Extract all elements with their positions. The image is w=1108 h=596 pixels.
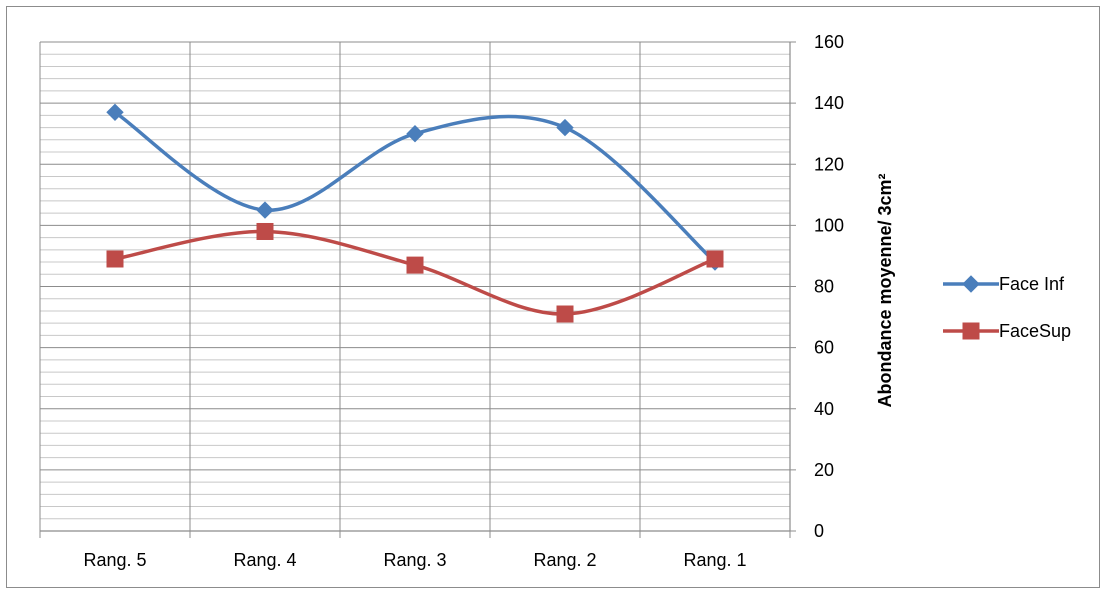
square-marker bbox=[706, 250, 724, 268]
y-tick-label: 20 bbox=[814, 460, 834, 480]
x-tick-label: Rang. 2 bbox=[533, 550, 596, 570]
square-marker bbox=[556, 305, 574, 323]
minor-gridlines bbox=[40, 53, 790, 520]
x-tick-label: Rang. 3 bbox=[383, 550, 446, 570]
y-tick-label: 60 bbox=[814, 338, 834, 358]
y-tick-label: 100 bbox=[814, 215, 844, 235]
legend-diamond-marker bbox=[962, 275, 980, 293]
legend-square-marker bbox=[962, 322, 980, 340]
x-tick-label: Rang. 1 bbox=[683, 550, 746, 570]
y-tick-label: 120 bbox=[814, 154, 844, 174]
diamond-marker bbox=[406, 124, 424, 143]
y-tick-label: 0 bbox=[814, 521, 824, 541]
y-tick-label: 80 bbox=[814, 277, 834, 297]
square-marker bbox=[106, 250, 124, 268]
legend-label: Face Inf bbox=[999, 274, 1065, 294]
diamond-marker bbox=[556, 118, 574, 137]
diamond-marker bbox=[256, 201, 274, 219]
diamond-marker bbox=[106, 103, 124, 122]
x-tick-labels: Rang. 5 Rang. 4 Rang. 3 Rang. 2 Rang. 1 bbox=[83, 550, 746, 570]
y-tick-label: 40 bbox=[814, 399, 834, 419]
axes bbox=[39, 41, 796, 538]
y-tick-labels: 0 20 40 60 80 100 120 140 160 bbox=[814, 32, 844, 541]
legend: Face Inf FaceSup bbox=[943, 274, 1071, 341]
y-tick-label: 140 bbox=[814, 93, 844, 113]
y-tick-label: 160 bbox=[814, 32, 844, 52]
x-tick-label: Rang. 5 bbox=[83, 550, 146, 570]
x-tick-label: Rang. 4 bbox=[233, 550, 296, 570]
square-marker bbox=[256, 222, 274, 240]
y-axis-label: Abondance moyenne/ 3cm² bbox=[875, 173, 895, 407]
series-layer bbox=[106, 103, 724, 323]
legend-item: Face Inf bbox=[943, 274, 1065, 294]
series-1 bbox=[106, 103, 724, 271]
legend-label: FaceSup bbox=[999, 321, 1071, 341]
series-2 bbox=[106, 222, 724, 323]
legend-item: FaceSup bbox=[943, 321, 1071, 341]
square-marker bbox=[406, 256, 424, 274]
